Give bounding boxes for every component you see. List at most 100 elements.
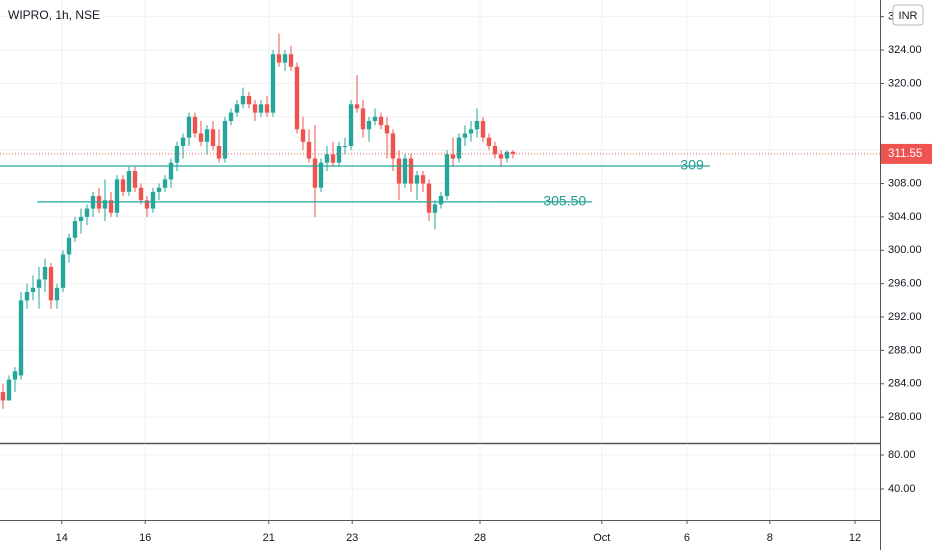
- candle-body: [264, 104, 270, 113]
- candle-body: [456, 137, 462, 159]
- candle-body: [330, 154, 336, 163]
- candle-body: [78, 216, 84, 222]
- candle-body: [390, 133, 396, 159]
- candle-body: [258, 104, 264, 113]
- candle-body: [318, 162, 324, 188]
- candle-body: [126, 171, 132, 192]
- y-tick-label: 288.00: [888, 344, 922, 356]
- candle-body: [72, 221, 78, 238]
- x-tick-label: 8: [767, 532, 773, 544]
- candle-body: [372, 116, 378, 121]
- level-label: 309: [680, 157, 704, 173]
- y-tick-label: 280.00: [888, 411, 922, 423]
- candle-body: [402, 158, 408, 184]
- candle-body: [180, 137, 186, 146]
- labels: 280.00 284.00 288.00 292.00 296.00 300.00 304.…: [56, 11, 932, 544]
- x-tick-label: 21: [263, 532, 275, 544]
- marks: [0, 33, 880, 409]
- candle-body: [234, 104, 240, 113]
- candle-body: [114, 179, 120, 213]
- candle-body: [138, 187, 144, 201]
- last-price-box: [881, 143, 932, 164]
- candle-body: [510, 151, 516, 154]
- x-tick-label: 28: [474, 532, 486, 544]
- chart-title: WIPRO, 1h, NSE: [8, 8, 100, 22]
- candle-body: [360, 108, 366, 130]
- candle-body: [60, 254, 66, 288]
- candle-body: [438, 196, 444, 205]
- candle-body: [6, 379, 12, 401]
- y-tick-label: 296.00: [888, 278, 922, 290]
- candle-body: [300, 129, 306, 142]
- candle-body: [36, 279, 42, 288]
- grid: [0, 0, 884, 524]
- candle-body: [420, 175, 426, 184]
- candle-body: [474, 120, 480, 130]
- candle-body: [480, 120, 486, 138]
- candle-body: [492, 145, 498, 155]
- y-tick-label: 284.00: [888, 378, 922, 390]
- candle-body: [240, 95, 246, 105]
- candle-body: [162, 179, 168, 188]
- candle-body: [252, 104, 258, 113]
- candle-body: [498, 154, 504, 159]
- candle-body: [30, 287, 36, 292]
- candle-body: [348, 104, 354, 146]
- x-tick-label: 23: [346, 532, 358, 544]
- candle-body: [48, 266, 54, 301]
- candle-body: [432, 204, 438, 213]
- candle-body: [66, 237, 72, 255]
- candle-body: [468, 129, 474, 134]
- candle-body: [366, 120, 372, 130]
- y-tick-label: 316.00: [888, 111, 922, 123]
- candle-body: [210, 129, 216, 146]
- candle-body: [0, 392, 6, 401]
- candle-body: [408, 158, 414, 184]
- candle-body: [174, 145, 180, 163]
- x-tick-label: 12: [849, 532, 861, 544]
- candle-body: [270, 54, 276, 113]
- candle-body: [156, 187, 162, 192]
- candle-body: [450, 154, 456, 159]
- candle-body: [312, 158, 318, 188]
- x-tick-label: Oct: [593, 532, 610, 544]
- candle-body: [384, 125, 390, 134]
- candle-body: [378, 116, 384, 126]
- level-label: 305.50: [543, 193, 586, 209]
- candle-body: [282, 54, 288, 63]
- y-tick-label: 300.00: [888, 244, 922, 256]
- candle-body: [54, 287, 60, 301]
- candle-body: [192, 116, 198, 134]
- candle-body: [198, 133, 204, 142]
- candle-body: [426, 183, 432, 213]
- candle-body: [276, 54, 282, 63]
- candle-body: [228, 112, 234, 121]
- x-tick-label: 6: [684, 532, 690, 544]
- candle-body: [150, 191, 156, 209]
- candle-body: [120, 179, 126, 192]
- y-tick-label: 304.00: [888, 211, 922, 223]
- candle-body: [216, 145, 222, 159]
- candle-body: [396, 158, 402, 184]
- candle-body: [144, 200, 150, 209]
- currency-box[interactable]: [892, 4, 924, 26]
- candle-body: [462, 133, 468, 138]
- candle-body: [306, 141, 312, 159]
- candle-body: [324, 154, 330, 163]
- candle-body: [108, 200, 114, 213]
- candle-body: [504, 151, 510, 159]
- y2-tick-label: 80.00: [888, 449, 916, 461]
- candle-body: [336, 145, 342, 163]
- candle-body: [222, 120, 228, 159]
- candle-body: [354, 104, 360, 109]
- y-tick-label: 324.00: [888, 44, 922, 56]
- currency[interactable]: INR: [899, 10, 918, 22]
- candle-body: [18, 300, 24, 376]
- x-tick-label: 14: [56, 532, 68, 544]
- candle-body: [12, 371, 18, 380]
- candle-body: [24, 291, 30, 301]
- y-tick-label: 320.00: [888, 77, 922, 89]
- y-tick-label: 308.00: [888, 177, 922, 189]
